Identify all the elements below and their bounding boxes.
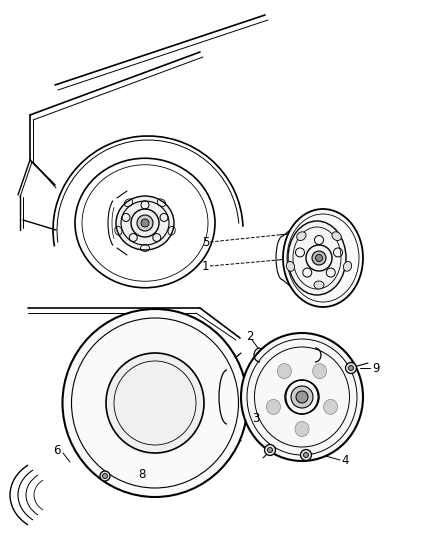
Circle shape [349, 366, 353, 370]
Circle shape [300, 449, 311, 461]
Text: 5: 5 [202, 236, 209, 248]
Circle shape [141, 219, 149, 227]
Circle shape [291, 386, 313, 408]
Circle shape [102, 473, 107, 479]
Text: 9: 9 [372, 361, 379, 375]
Circle shape [346, 362, 357, 374]
Ellipse shape [71, 318, 239, 488]
Ellipse shape [241, 333, 363, 461]
Circle shape [304, 453, 308, 457]
Ellipse shape [116, 196, 174, 250]
Ellipse shape [277, 364, 291, 378]
Text: 8: 8 [138, 469, 145, 481]
Circle shape [296, 391, 308, 403]
Text: 6: 6 [53, 443, 60, 456]
Ellipse shape [266, 399, 280, 414]
Ellipse shape [106, 353, 204, 453]
Text: 2: 2 [246, 330, 254, 343]
Text: 4: 4 [341, 454, 349, 466]
Ellipse shape [297, 232, 306, 240]
Ellipse shape [63, 309, 247, 497]
Ellipse shape [286, 261, 295, 271]
Circle shape [312, 251, 326, 265]
Circle shape [315, 254, 322, 262]
Text: 1: 1 [202, 260, 209, 272]
Circle shape [268, 448, 272, 453]
Circle shape [265, 445, 276, 456]
Ellipse shape [314, 281, 324, 289]
Ellipse shape [283, 209, 363, 307]
Ellipse shape [332, 232, 341, 240]
Circle shape [100, 471, 110, 481]
Ellipse shape [288, 221, 346, 295]
Ellipse shape [295, 422, 309, 437]
Ellipse shape [313, 364, 327, 378]
Circle shape [137, 215, 153, 231]
Ellipse shape [343, 261, 352, 271]
Ellipse shape [324, 399, 338, 414]
Text: 3: 3 [252, 411, 259, 424]
Ellipse shape [247, 339, 357, 455]
